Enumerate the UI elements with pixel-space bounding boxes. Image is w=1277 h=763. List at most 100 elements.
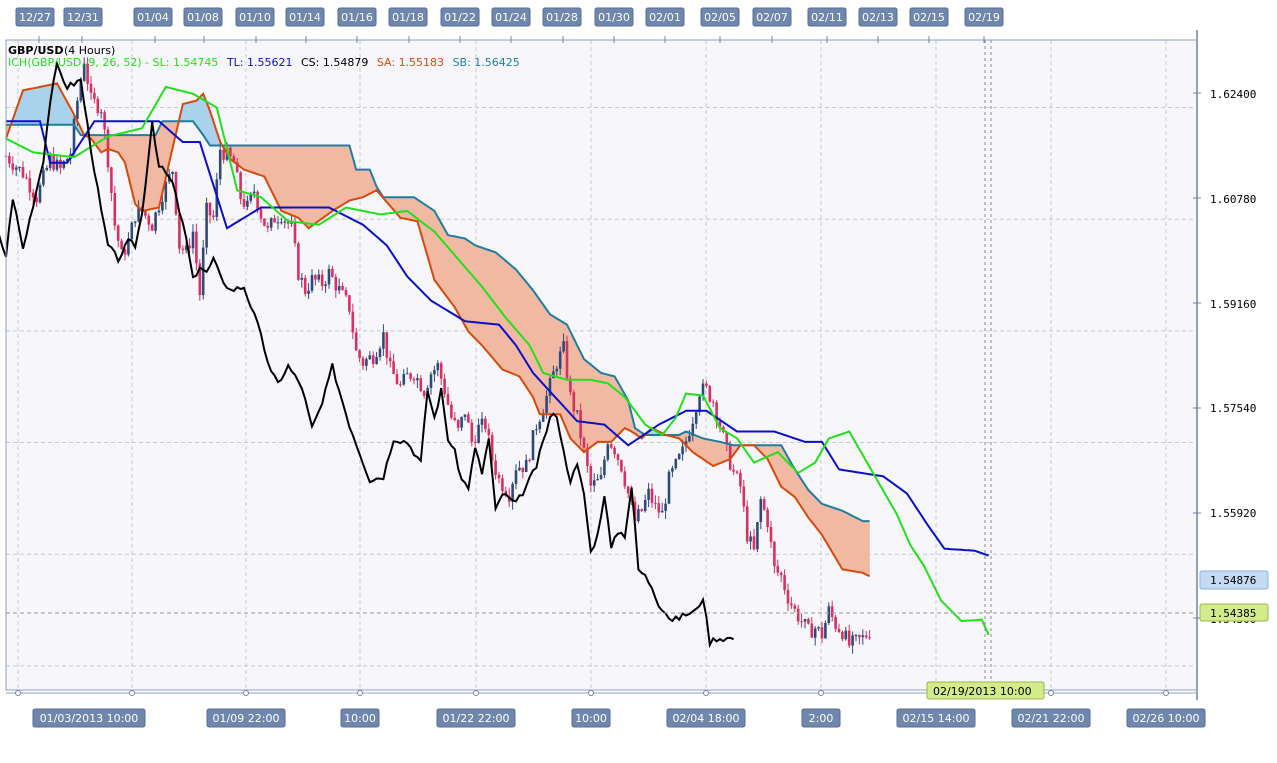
candle-body (276, 222, 280, 224)
top-date-label: 01/08 (183, 7, 223, 27)
candle-body (739, 472, 742, 487)
bottom-time-label: 02/04 18:00 (666, 708, 746, 728)
cloud-segment (305, 145, 309, 229)
candle-body (582, 438, 586, 448)
candle-body (320, 274, 324, 287)
senkou-span-a-line (5, 82, 871, 578)
candle-body (579, 410, 582, 439)
cloud-segment (699, 436, 704, 460)
candle-body (116, 225, 120, 241)
bottom-time-label: 10:00 (340, 708, 380, 728)
candle-body (671, 468, 674, 472)
candle-body (337, 286, 341, 291)
candle-body (813, 628, 817, 638)
cloud-segment (134, 134, 139, 208)
candle-body (606, 444, 610, 460)
cloud-segment (444, 228, 449, 299)
top-date-label: 02/07 (752, 7, 792, 27)
candle-body (460, 416, 463, 428)
candle-body (633, 501, 637, 522)
top-date-label: 01/28 (542, 7, 582, 27)
candle-body (484, 418, 487, 430)
candle-body (463, 414, 467, 417)
candle-body (130, 222, 134, 240)
bottom-time-label: 01/22 22:00 (436, 708, 516, 728)
top-date-label: 12/27 (15, 7, 55, 27)
axis-markers (15, 36, 1201, 696)
candle-body (790, 603, 793, 606)
candle-body (586, 447, 589, 467)
cloud-segment (359, 169, 364, 199)
bottom-time-label: 2:00 (801, 708, 841, 728)
cloud-segment (298, 145, 302, 222)
candle-body (331, 268, 334, 277)
sl-legend: ICH(GBP/USD, 9, 26, 52) - SL: 1.54745 (8, 56, 218, 69)
bottom-time-labels: 01/03/2013 10:00 01/09 22:00 10:00 01/22 22… (32, 708, 1206, 728)
cloud-segment (291, 145, 296, 217)
top-date-label: 01/16 (337, 7, 377, 27)
candle-body (592, 480, 596, 486)
candle-body (351, 311, 355, 333)
svg-text:1.54385: 1.54385 (1210, 607, 1256, 620)
cloud-segment (488, 249, 493, 358)
svg-text:10:00: 10:00 (344, 712, 376, 725)
candle-body (521, 467, 525, 473)
svg-text:02/11: 02/11 (811, 11, 843, 24)
cloud-segment (696, 435, 700, 458)
candle-body (555, 368, 559, 372)
cs-legend: CS: 1.54879 (301, 56, 368, 69)
candle-body (371, 355, 375, 364)
cloud-segment (250, 145, 255, 174)
candle-body (178, 214, 181, 249)
candle-body (800, 621, 803, 623)
candle-body (572, 392, 576, 412)
cloud-segment (434, 210, 438, 286)
candle-body (623, 471, 627, 487)
candle-body (191, 231, 195, 249)
candle-body (773, 541, 776, 567)
candle-body (317, 274, 321, 280)
top-date-label: 02/11 (807, 7, 847, 27)
cloud-segment (852, 515, 857, 572)
cloud-segment (532, 289, 537, 406)
candle-body (776, 566, 780, 573)
candle-body (14, 167, 18, 170)
cloud-segment (281, 145, 285, 213)
candle-body (222, 149, 225, 160)
cloud-segment (835, 508, 840, 565)
cloud-segment (26, 88, 30, 125)
y-tick-label: 1.59160 (1210, 298, 1256, 311)
candle-body (242, 198, 246, 207)
plot-area[interactable] (6, 40, 1197, 690)
candle-body (327, 268, 331, 285)
candle-body (375, 357, 378, 364)
candle-body (538, 421, 542, 430)
cursor-time-tag[interactable]: 02/19/2013 10:00 (926, 681, 1045, 700)
candle-body (358, 350, 361, 359)
cloud-segment (332, 145, 336, 212)
candle-body (229, 147, 232, 157)
svg-text:01/10: 01/10 (239, 11, 271, 24)
cloud-segment (325, 145, 330, 217)
candle-body (72, 118, 76, 154)
svg-text:02/15 14:00: 02/15 14:00 (903, 712, 970, 725)
candle-body (620, 460, 623, 472)
candle-body (684, 441, 688, 447)
candle-body (120, 240, 123, 250)
candle-body (565, 341, 569, 379)
candle-body (79, 80, 83, 101)
candle-body (195, 231, 198, 264)
top-date-label: 01/22 (440, 7, 480, 27)
top-date-label: 02/19 (964, 7, 1004, 27)
svg-text:01/09 22:00: 01/09 22:00 (213, 712, 280, 725)
candle-body (382, 332, 385, 349)
candle-body (664, 503, 667, 511)
candle-body (640, 509, 644, 512)
cloud-segment (407, 196, 411, 221)
candle-body (552, 371, 555, 379)
candle-body (756, 522, 759, 550)
candle-body (59, 159, 62, 168)
candle-body (762, 499, 766, 510)
candle-body (378, 348, 382, 358)
